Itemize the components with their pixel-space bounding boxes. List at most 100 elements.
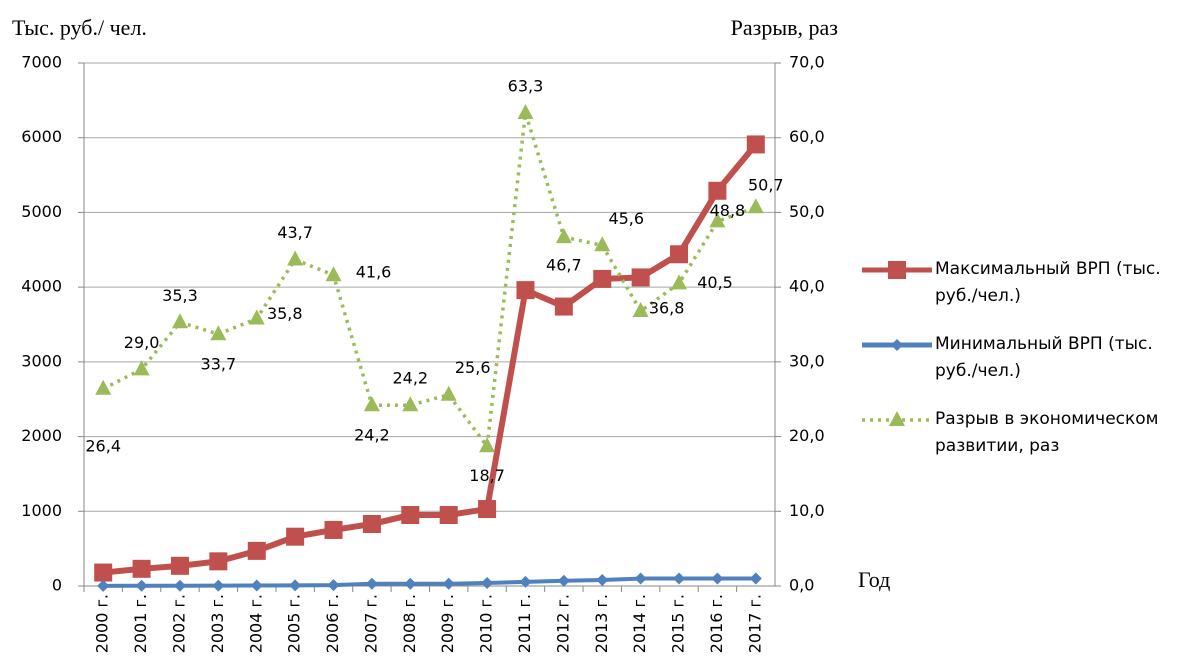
data-point: [671, 274, 688, 290]
data-point: [746, 135, 765, 154]
data-point: [209, 552, 228, 571]
data-point: [212, 579, 225, 592]
data-point: [210, 325, 227, 341]
y2-tick-label: 30,0: [789, 351, 825, 370]
data-point: [634, 572, 647, 585]
data-point: [554, 297, 573, 316]
data-point: [708, 181, 727, 200]
x-tick-label: 2002 г.: [169, 594, 188, 653]
data-label: 25,6: [455, 358, 491, 377]
data-label: 43,7: [277, 223, 313, 242]
x-tick-label: 2004 г.: [246, 594, 265, 653]
y-tick-label: 1000: [21, 501, 62, 520]
legend-label: Минимальный ВРП (тыс. руб./чел.): [935, 334, 1153, 381]
y-tick-label: 7000: [21, 53, 62, 72]
data-label: 63,3: [508, 77, 544, 96]
data-point: [749, 572, 762, 585]
series-line: [103, 576, 756, 588]
data-point: [289, 579, 302, 592]
data-point: [133, 360, 150, 376]
data-point: [519, 575, 532, 588]
x-tick-label: 2000 г.: [93, 594, 112, 653]
data-point: [135, 579, 148, 592]
data-point: [248, 309, 265, 325]
data-label: 45,6: [608, 209, 644, 228]
data-label: 46,7: [546, 256, 582, 275]
x-tick-label: 2012 г.: [553, 594, 572, 653]
data-point: [670, 245, 689, 264]
y-axis-title: Тыс. руб./ чел.: [12, 15, 147, 40]
data-label: 35,3: [162, 286, 198, 305]
legend-marker: [891, 339, 903, 351]
data-label: 36,8: [649, 299, 685, 318]
data-point: [325, 266, 342, 282]
data-point: [247, 541, 266, 560]
data-point: [593, 269, 612, 288]
data-label: 35,8: [267, 304, 303, 323]
x-axis-title: Год: [858, 567, 890, 592]
y2-tick-label: 0,0: [789, 576, 814, 595]
data-point: [250, 579, 263, 592]
x-tick-label: 2015 г.: [669, 594, 688, 653]
data-point: [479, 437, 496, 453]
legend-label: Разрыв в экономическом развитии, раз: [935, 409, 1159, 456]
data-label: 29,0: [124, 333, 160, 352]
y2-tick-label: 50,0: [789, 202, 825, 221]
data-label: 41,6: [356, 263, 392, 282]
data-point: [97, 579, 110, 592]
data-label: 24,2: [392, 369, 428, 388]
data-point: [516, 281, 535, 300]
data-point: [517, 104, 534, 120]
data-point: [170, 556, 189, 575]
y-tick-label: 5000: [21, 202, 62, 221]
data-point: [404, 577, 417, 590]
data-label: 33,7: [201, 355, 237, 374]
data-label: 50,7: [748, 176, 784, 195]
x-tick-label: 2007 г.: [361, 594, 380, 653]
x-tick-label: 2010 г.: [477, 594, 496, 653]
data-label: 26,4: [85, 436, 121, 455]
data-point: [402, 396, 419, 412]
y-tick-label: 3000: [21, 351, 62, 370]
x-tick-label: 2005 г.: [285, 594, 304, 653]
data-point: [287, 250, 304, 266]
data-point: [596, 574, 609, 587]
y2-tick-label: 40,0: [789, 277, 825, 296]
data-point: [173, 579, 186, 592]
data-point: [324, 520, 343, 539]
y2-tick-label: 60,0: [789, 127, 825, 146]
data-point: [327, 579, 340, 592]
data-point: [365, 577, 378, 590]
data-point: [709, 212, 726, 228]
legend-marker: [888, 261, 906, 279]
x-tick-label: 2017 г.: [745, 594, 764, 653]
series-line: [102, 112, 757, 451]
x-tick-label: 2013 г.: [592, 594, 611, 653]
data-point: [557, 574, 570, 587]
data-point: [481, 577, 494, 590]
data-point: [132, 559, 151, 578]
data-point: [439, 506, 458, 525]
data-point: [286, 527, 305, 546]
x-tick-label: 2003 г.: [208, 594, 227, 653]
x-tick-label: 2014 г.: [630, 594, 649, 653]
x-tick-label: 2008 г.: [400, 594, 419, 653]
data-point: [171, 313, 188, 329]
data-point: [711, 572, 724, 585]
y2-tick-label: 70,0: [789, 53, 825, 72]
data-point: [362, 514, 381, 533]
x-tick-label: 2016 г.: [707, 594, 726, 653]
data-point: [632, 302, 649, 318]
x-tick-label: 2006 г.: [323, 594, 342, 653]
x-tick-label: 2011 г.: [515, 594, 534, 653]
data-point: [442, 577, 455, 590]
data-point: [555, 228, 572, 244]
data-point: [673, 572, 686, 585]
data-point: [594, 236, 611, 252]
data-label: 48,8: [710, 201, 746, 220]
data-label: 18,7: [469, 466, 505, 485]
data-point: [478, 500, 497, 519]
data-point: [440, 385, 457, 401]
